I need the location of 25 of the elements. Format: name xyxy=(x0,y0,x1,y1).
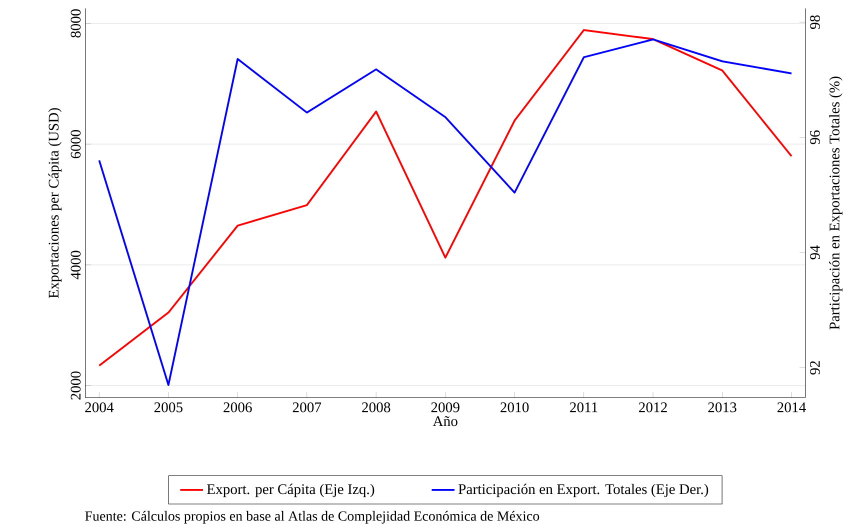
x-tick-label: 2009 xyxy=(431,402,460,412)
x-tick-label: 2006 xyxy=(224,402,252,412)
y2-tick-label: 92 xyxy=(810,361,820,375)
y-tick-label: 4000 xyxy=(70,250,81,280)
y-tick-label: 6000 xyxy=(70,130,81,158)
y2-tick-label: 96 xyxy=(810,130,820,144)
x-tick-label: 2013 xyxy=(708,402,736,412)
y-tick-label: 2000 xyxy=(70,371,81,400)
y2-tick-label: 98 xyxy=(810,15,820,29)
x-tick-label: 2005 xyxy=(154,402,183,412)
x-tick-label: 2008 xyxy=(362,402,390,412)
x-axis-title: Año xyxy=(432,416,458,426)
x-tick-label: 2007 xyxy=(292,402,322,412)
y-tick-label: 8000 xyxy=(70,9,81,38)
y2-axis-title: Participación en Exportaciones Totales (%) xyxy=(829,76,842,330)
x-tick-label: 2014 xyxy=(777,402,806,412)
legend-label: Export. per Cápita (Eje Izq.) xyxy=(206,484,374,498)
x-tick-label: 2012 xyxy=(639,402,667,412)
y2-tick-label: 94 xyxy=(810,245,820,260)
x-tick-label: 2011 xyxy=(570,402,598,412)
source-note: Fuente: Cálculos propios en base al Atlas de Complejidad Económica de México xyxy=(85,510,540,524)
x-tick-label: 2010 xyxy=(500,402,529,412)
x-tick-label: 2004 xyxy=(85,402,114,412)
y-axis-title: Exportaciones per Cápita (USD) xyxy=(48,108,62,298)
legend-label: Participación en Export. Totales (Eje Der.) xyxy=(458,484,708,498)
